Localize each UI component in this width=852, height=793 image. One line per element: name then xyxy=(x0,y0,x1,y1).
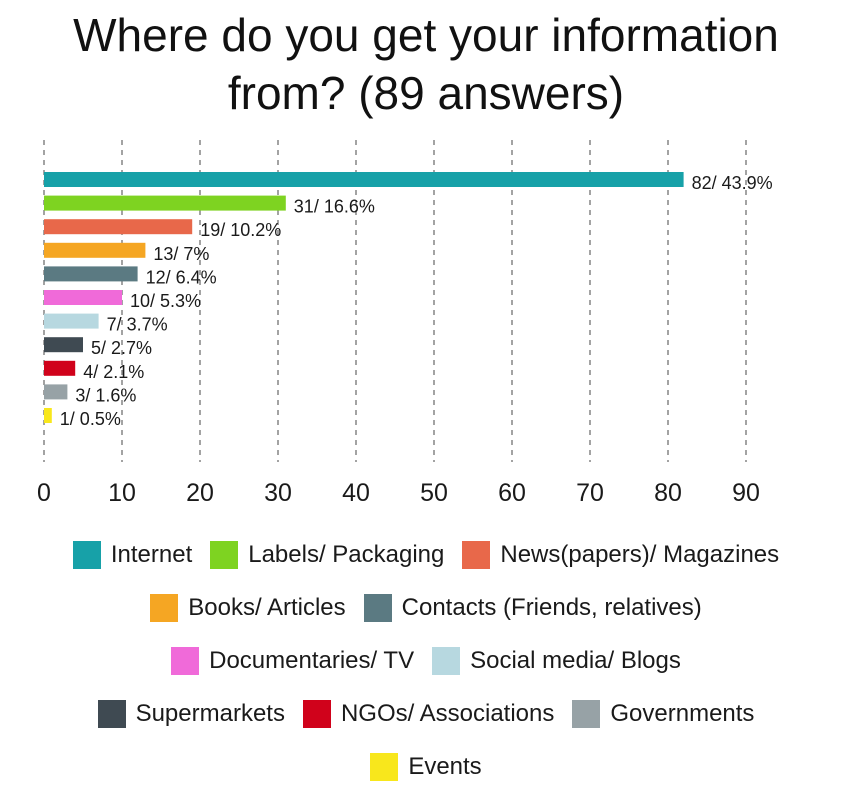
legend-label: Internet xyxy=(110,540,193,568)
data-label-4: 12/ 6.4% xyxy=(146,267,217,287)
legend-label: Events xyxy=(408,752,482,780)
legend-row: Supermarkets NGOs/ Associations Government… xyxy=(0,687,852,740)
legend-item: Events xyxy=(370,752,482,781)
data-label-8: 4/ 2.1% xyxy=(83,362,144,382)
chart-title-line-1: Where do you get your information xyxy=(73,9,779,61)
x-tick-label-20: 20 xyxy=(186,479,214,507)
chart-title-line-2: from? (89 answers) xyxy=(227,67,625,119)
legend-item: NGOs/ Associations xyxy=(302,699,555,728)
legend-item: Documentaries/ TV xyxy=(171,646,415,675)
legend-label: NGOs/ Associations xyxy=(340,699,555,727)
legend-label: Labels/ Packaging xyxy=(248,540,445,568)
legend-row: Internet Labels/ Packaging News(papers)/ M… xyxy=(0,528,852,581)
bar-7 xyxy=(44,337,83,353)
legend-swatch xyxy=(302,699,331,728)
x-tick-label-80: 80 xyxy=(654,479,682,507)
legend-item: Social media/ Blogs xyxy=(432,646,681,675)
bar-0 xyxy=(44,172,684,187)
data-label-3: 13/ 7% xyxy=(153,244,209,264)
x-tick-label-10: 10 xyxy=(108,479,136,507)
x-tick-label-70: 70 xyxy=(576,479,604,507)
legend-row: Events xyxy=(0,740,852,793)
x-tick-label-30: 30 xyxy=(264,479,292,507)
bar-4 xyxy=(44,266,138,282)
legend-item: Contacts (Friends, relatives) xyxy=(363,593,702,622)
data-label-5: 10/ 5.3% xyxy=(130,291,201,311)
legend-swatch xyxy=(171,646,200,675)
bar-8 xyxy=(44,360,76,376)
legend-label: Books/ Articles xyxy=(188,593,346,621)
data-label-9: 3/ 1.6% xyxy=(75,385,136,405)
data-label-10: 1/ 0.5% xyxy=(60,409,121,429)
bar-9 xyxy=(44,384,68,400)
legend-item: Governments xyxy=(572,699,755,728)
legend-item: Labels/ Packaging xyxy=(210,540,445,569)
legend-swatch xyxy=(370,752,399,781)
bar-5 xyxy=(44,290,122,305)
legend-row: Books/ Articles Contacts (Friends, relati… xyxy=(0,581,852,634)
data-label-1: 31/ 16.6% xyxy=(294,197,375,217)
x-tick-label-40: 40 xyxy=(342,479,370,507)
legend-swatch xyxy=(462,540,491,569)
x-tick-label-90: 90 xyxy=(732,479,760,507)
data-label-2: 19/ 10.2% xyxy=(200,220,281,240)
bar-1 xyxy=(44,195,286,211)
legend-label: Social media/ Blogs xyxy=(470,646,681,674)
legend-swatch xyxy=(572,699,601,728)
bar-2 xyxy=(44,219,193,235)
legend-swatch xyxy=(210,540,239,569)
legend-swatch xyxy=(432,646,461,675)
legend-label: Contacts (Friends, relatives) xyxy=(401,593,702,621)
legend-item: Books/ Articles xyxy=(150,593,346,622)
legend-swatch xyxy=(150,593,179,622)
data-label-7: 5/ 2.7% xyxy=(91,338,152,358)
x-tick-label-0: 0 xyxy=(37,479,51,507)
data-label-0: 82/ 43.9% xyxy=(692,173,773,193)
bar-chart: 0 10 20 30 40 50 60 70 80 90 82/ 43.9% 31/ 16.6% 19/… xyxy=(37,140,773,507)
legend-swatch xyxy=(97,699,126,728)
legend-item: Supermarkets xyxy=(97,699,285,728)
chart-legend: Internet Labels/ Packaging News(papers)/ M… xyxy=(0,528,852,793)
bar-6 xyxy=(44,313,99,329)
legend-item: Internet xyxy=(72,540,193,569)
x-tick-label-60: 60 xyxy=(498,479,526,507)
legend-label: Governments xyxy=(610,699,755,727)
legend-label: Documentaries/ TV xyxy=(209,646,415,674)
chart-title: Where do you get your information from? … xyxy=(0,6,852,122)
bar-3 xyxy=(44,242,146,258)
data-label-6: 7/ 3.7% xyxy=(107,315,168,335)
x-tick-label-50: 50 xyxy=(420,479,448,507)
legend-row: Documentaries/ TV Social media/ Blogs xyxy=(0,634,852,687)
legend-label: Supermarkets xyxy=(135,699,285,727)
legend-swatch xyxy=(72,540,101,569)
legend-swatch xyxy=(363,593,392,622)
legend-item: News(papers)/ Magazines xyxy=(462,540,780,569)
legend-label: News(papers)/ Magazines xyxy=(500,540,780,568)
bar-10 xyxy=(44,408,52,423)
